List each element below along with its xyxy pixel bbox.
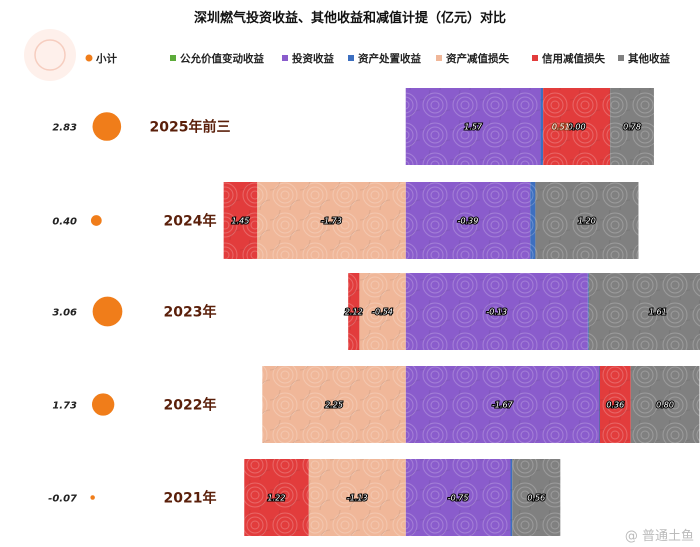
bar-texture: [262, 366, 406, 443]
bar-texture: [405, 273, 588, 350]
data-label: 0.36: [606, 401, 624, 410]
bar-texture: [405, 459, 511, 536]
data-label: 1.57: [464, 123, 483, 132]
legend-label: 公允价值变动收益: [180, 52, 264, 65]
legend: 小计 公允价值变动收益 投资收益 资产处置收益 资产减值损失 信用减值损失 其他收益: [85, 52, 670, 65]
bar-texture: [244, 459, 309, 536]
data-label: -1.73: [321, 217, 342, 226]
data-label: -0.39: [458, 217, 479, 226]
data-label: -1.67: [492, 401, 514, 410]
bar-texture: [543, 88, 611, 165]
subtotal-label: 1.73: [52, 401, 77, 412]
category-label: 2021年: [164, 490, 217, 507]
category-row: 0.40 2024年 -0.39 -1.73 1.45 1.20: [52, 182, 639, 259]
category-row: 1.73 2022年 -1.67 2.25 0.36 0.80: [52, 366, 700, 443]
data-label: -0.13: [486, 308, 507, 317]
chart-rows: 2.83 2025年前三 1.57 0.00 0.78 0.51 0.40 2024年 -0.3…: [48, 88, 700, 536]
bar-texture: [540, 88, 544, 165]
data-label: -0.54: [372, 308, 393, 317]
legend-item: 资产减值损失: [436, 52, 509, 65]
data-label: 0.00: [568, 123, 586, 132]
subtotal-bubble: [92, 296, 123, 327]
subtotal-label: 0.40: [52, 217, 77, 228]
bar-texture: [223, 182, 258, 259]
legend-swatch: [85, 54, 93, 62]
legend-swatch: [348, 55, 354, 61]
legend-swatch: [282, 55, 288, 61]
data-label: 1.22: [268, 494, 286, 503]
data-label: 2.12: [345, 308, 363, 317]
subtotal-bubble: [92, 112, 122, 141]
bar-texture: [510, 459, 513, 536]
subtotal-bubble: [90, 215, 102, 226]
bar-texture: [308, 459, 406, 536]
legend-swatch: [532, 55, 538, 61]
legend-label: 小计: [95, 52, 117, 65]
watermark: @ 普通土鱼: [625, 528, 694, 544]
category-label: 2024年: [164, 213, 217, 230]
legend-label: 资产处置收益: [358, 52, 421, 65]
bar-texture: [348, 273, 360, 350]
subtotal-label: 2.83: [52, 123, 77, 134]
category-label: 2023年: [164, 304, 217, 321]
category-label: 2022年: [164, 397, 217, 414]
legend-swatch: [618, 55, 624, 61]
bar-texture: [599, 366, 631, 443]
data-label: 0.51: [552, 123, 570, 132]
bar-texture: [598, 366, 600, 443]
bar-texture: [530, 182, 536, 259]
bar-texture: [535, 182, 639, 259]
legend-swatch: [170, 55, 176, 61]
bar-texture: [630, 366, 700, 443]
data-label: 0.78: [623, 123, 641, 132]
data-label: 1.45: [231, 217, 249, 226]
legend-label: 其他收益: [628, 52, 670, 65]
data-label: 1.20: [578, 217, 596, 226]
category-row: 3.06 2023年 -0.13 -0.54 2.12 1.61: [52, 273, 700, 350]
legend-item: 信用减值损失: [532, 52, 605, 65]
bar-texture: [588, 273, 700, 350]
chart-title: 深圳燃气投资收益、其他收益和减值计提（亿元）对比: [194, 10, 506, 26]
bar-texture: [610, 88, 654, 165]
category-label: 2025年前三: [150, 119, 231, 136]
legend-item: 资产处置收益: [348, 52, 421, 65]
data-label: 0.56: [527, 494, 545, 503]
data-label: -1.13: [347, 494, 368, 503]
decorative-badge-icon: [24, 29, 76, 81]
bar-texture: [257, 182, 406, 259]
legend-swatch: [436, 55, 442, 61]
data-label: -0.75: [448, 494, 469, 503]
subtotal-label: -0.07: [48, 494, 77, 505]
subtotal-bubble: [90, 495, 95, 500]
legend-label: 投资收益: [292, 52, 334, 65]
data-label: 1.61: [649, 308, 667, 317]
bar-texture: [359, 273, 406, 350]
data-label: 2.25: [325, 401, 343, 410]
data-label: 0.80: [656, 401, 674, 410]
legend-item: 投资收益: [282, 52, 334, 65]
bar-texture: [587, 273, 589, 350]
bar-texture: [405, 366, 599, 443]
legend-label: 信用减值损失: [542, 52, 605, 65]
legend-item: 小计: [85, 52, 117, 65]
bar-texture: [512, 459, 561, 536]
bar-texture: [405, 182, 531, 259]
subtotal-bubble: [91, 393, 115, 416]
legend-label: 资产减值损失: [446, 52, 509, 65]
category-row: -0.07 2021年 -0.75 -1.13 1.22 0.56: [48, 459, 561, 536]
bar-texture: [405, 88, 541, 165]
subtotal-label: 3.06: [52, 308, 77, 319]
legend-item: 公允价值变动收益: [170, 52, 264, 65]
category-row: 2.83 2025年前三 1.57 0.00 0.78 0.51: [52, 88, 654, 165]
legend-item: 其他收益: [618, 52, 670, 65]
